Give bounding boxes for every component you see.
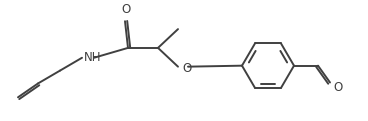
Text: NH: NH [84, 51, 102, 64]
Text: O: O [182, 62, 191, 75]
Text: O: O [333, 81, 342, 94]
Text: O: O [121, 3, 131, 16]
